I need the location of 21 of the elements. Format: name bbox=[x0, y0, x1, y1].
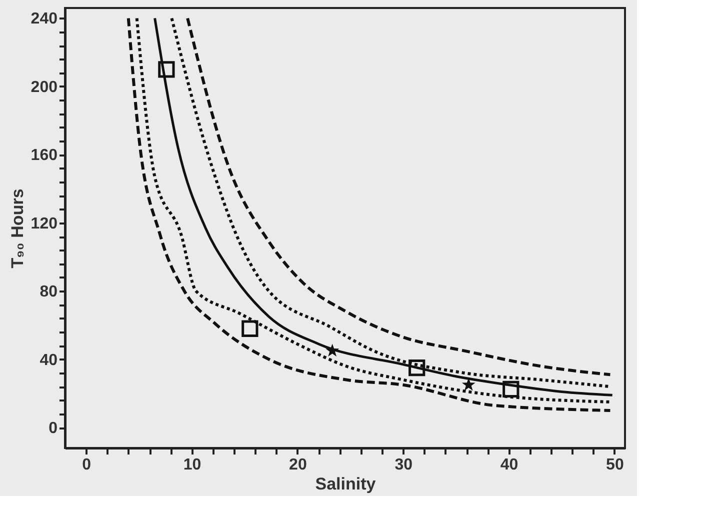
x-tick-label: 40 bbox=[500, 456, 518, 474]
y-tick-label: 40 bbox=[40, 352, 58, 369]
point bbox=[326, 344, 340, 357]
point bbox=[462, 378, 476, 391]
x-axis-title: Salinity bbox=[315, 474, 376, 494]
point bbox=[242, 320, 258, 337]
y-tick-label: 0 bbox=[48, 420, 58, 438]
x-tick-label: 0 bbox=[82, 456, 92, 474]
y-axis-title: T₉₀ Hours bbox=[8, 188, 27, 268]
point bbox=[158, 61, 175, 78]
y-tick-label: 80 bbox=[40, 284, 58, 301]
x-tick-label: 10 bbox=[183, 456, 202, 474]
x-tick-label: 50 bbox=[606, 456, 624, 474]
x-tick-label: 20 bbox=[289, 456, 307, 474]
y-tick-label: 160 bbox=[30, 147, 58, 164]
point bbox=[408, 360, 426, 376]
point bbox=[502, 380, 520, 398]
x-tick-label: 30 bbox=[394, 456, 413, 474]
y-tick-label: 200 bbox=[30, 78, 58, 96]
y-tick-label: 240 bbox=[30, 10, 58, 28]
y-tick-label: 120 bbox=[30, 215, 58, 232]
